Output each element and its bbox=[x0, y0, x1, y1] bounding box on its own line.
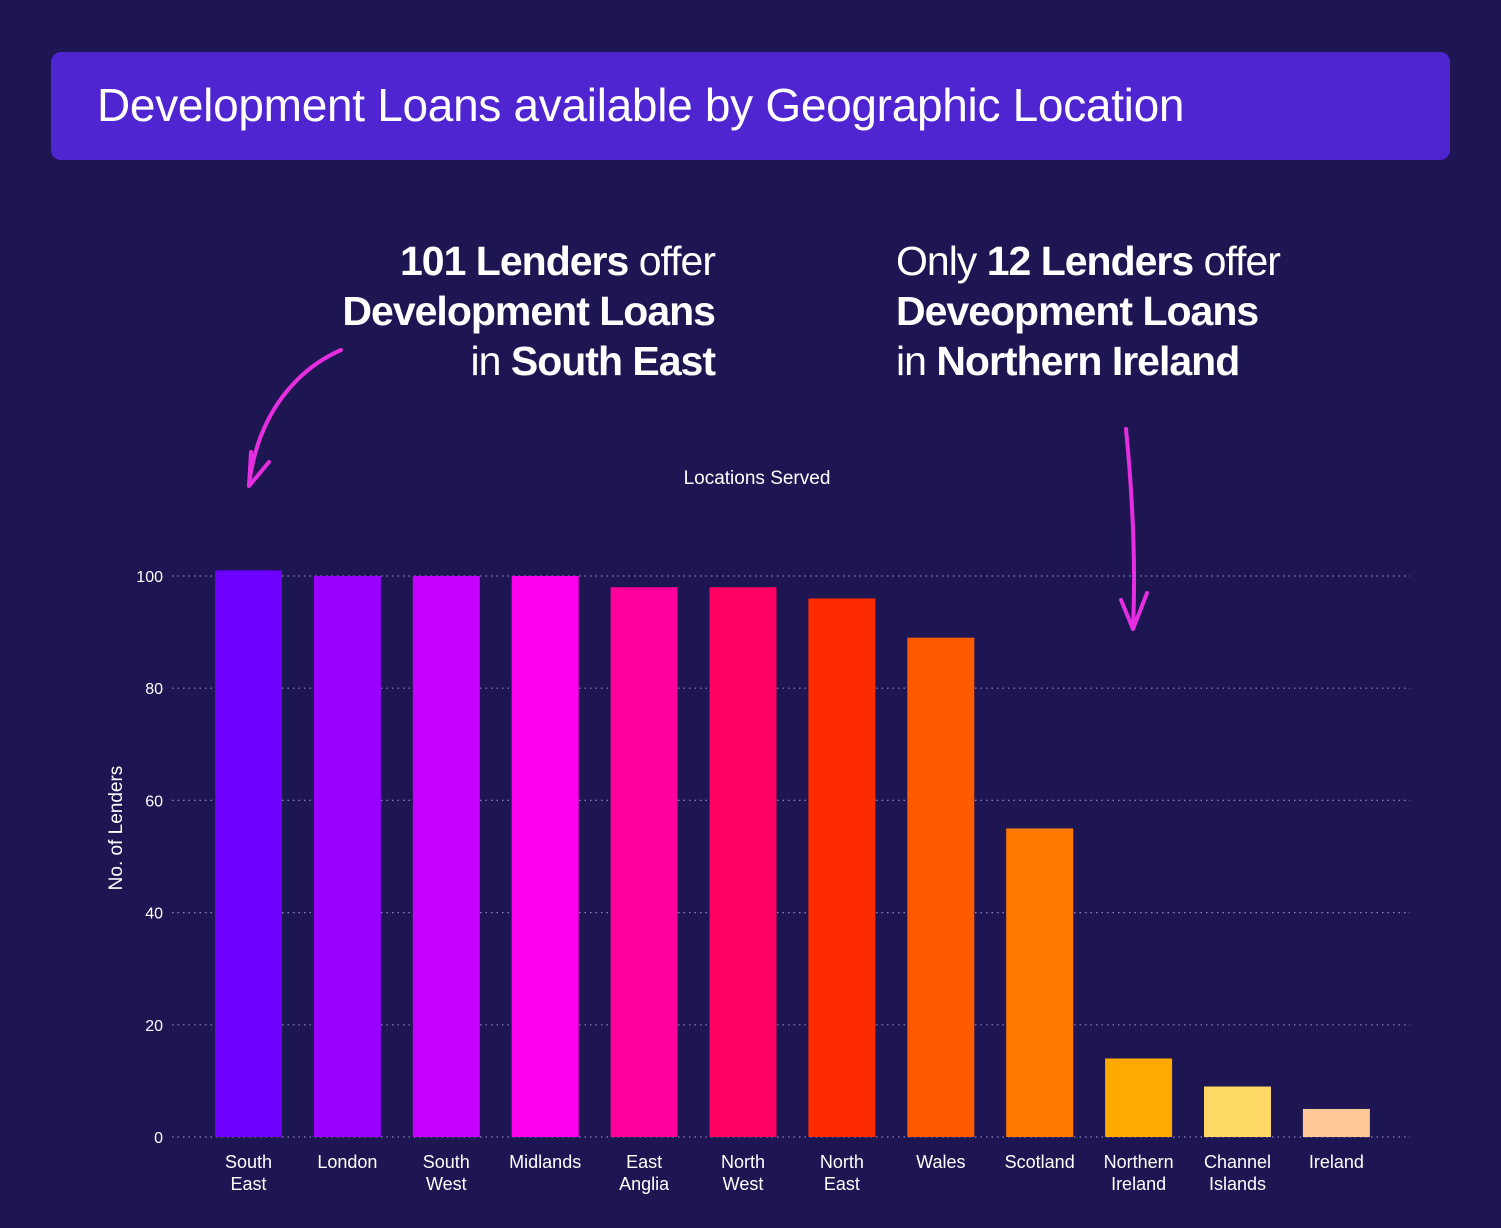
bar bbox=[1006, 828, 1074, 1137]
chart-title: Locations Served bbox=[684, 468, 831, 489]
x-tick-label: Scotland bbox=[1005, 1152, 1075, 1172]
callout-left-product: Development Loans bbox=[342, 288, 716, 334]
callout-left-in: in bbox=[470, 338, 511, 384]
callout-south-east: 101 Lenders offer Development Loans in S… bbox=[342, 236, 716, 386]
x-tick-label: Midlands bbox=[509, 1152, 581, 1172]
x-tick-label: Channel Islands bbox=[1204, 1152, 1271, 1194]
bar bbox=[907, 637, 975, 1137]
y-tick-label: 20 bbox=[145, 1018, 163, 1035]
y-tick-label: 0 bbox=[154, 1130, 163, 1147]
y-axis-label: No. of Lenders bbox=[106, 766, 127, 891]
y-tick-label: 100 bbox=[136, 569, 163, 586]
x-tick-label: Northern Ireland bbox=[1104, 1152, 1174, 1194]
callout-right-count: 12 Lenders bbox=[986, 238, 1194, 284]
callout-left-region: South East bbox=[510, 338, 716, 384]
callout-left-offer: offer bbox=[628, 238, 716, 284]
bar bbox=[313, 576, 381, 1137]
callout-right-offer: offer bbox=[1193, 238, 1281, 284]
x-tick-label: North East bbox=[820, 1152, 864, 1194]
title-banner: Development Loans available by Geographi… bbox=[51, 52, 1450, 160]
x-tick-label: Ireland bbox=[1309, 1152, 1364, 1172]
bar bbox=[808, 598, 876, 1137]
x-tick-label: South West bbox=[423, 1152, 470, 1194]
x-tick-label: South East bbox=[225, 1152, 272, 1194]
bar bbox=[1204, 1086, 1271, 1137]
bar bbox=[511, 576, 579, 1137]
bar bbox=[610, 587, 678, 1137]
callout-northern-ireland: Only 12 Lenders offer Deveopment Loans i… bbox=[896, 236, 1281, 386]
y-tick-label: 60 bbox=[145, 793, 163, 810]
x-tick-label: Wales bbox=[916, 1152, 965, 1172]
x-tick-label: East Anglia bbox=[619, 1152, 670, 1194]
callout-right-region: Northern Ireland bbox=[936, 338, 1240, 384]
callout-right-product: Deveopment Loans bbox=[896, 288, 1259, 334]
bar bbox=[1302, 1108, 1370, 1137]
bar bbox=[215, 570, 282, 1137]
curved-arrow-icon-right bbox=[1119, 427, 1149, 631]
curved-arrow-icon-left bbox=[247, 348, 343, 488]
bar bbox=[1105, 1058, 1173, 1137]
callout-right-only: Only bbox=[896, 238, 987, 284]
callout-right-in: in bbox=[896, 338, 937, 384]
callout-left-count: 101 Lenders bbox=[400, 238, 629, 284]
bar bbox=[709, 587, 777, 1137]
bar bbox=[412, 576, 480, 1137]
page-title: Development Loans available by Geographi… bbox=[97, 79, 1185, 131]
y-tick-label: 40 bbox=[145, 906, 163, 923]
x-tick-label: London bbox=[317, 1152, 377, 1172]
y-tick-label: 80 bbox=[145, 681, 163, 698]
x-tick-label: North West bbox=[721, 1152, 765, 1194]
